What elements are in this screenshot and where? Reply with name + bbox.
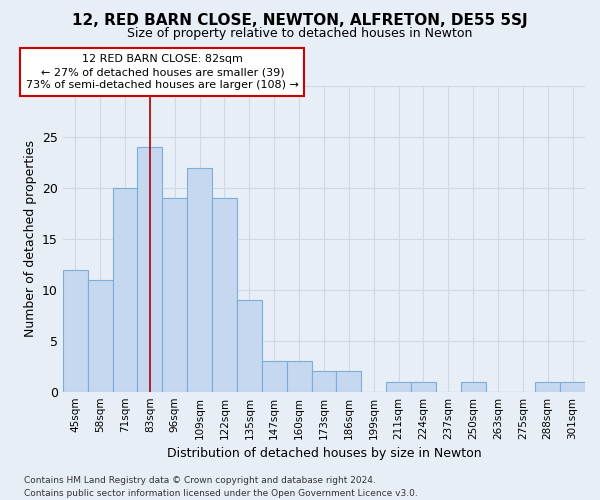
Bar bbox=[212, 198, 237, 392]
Bar bbox=[137, 148, 163, 392]
Bar bbox=[88, 280, 113, 392]
Bar bbox=[535, 382, 560, 392]
Bar bbox=[187, 168, 212, 392]
Bar bbox=[163, 198, 187, 392]
Bar bbox=[461, 382, 485, 392]
Text: 12, RED BARN CLOSE, NEWTON, ALFRETON, DE55 5SJ: 12, RED BARN CLOSE, NEWTON, ALFRETON, DE… bbox=[72, 12, 528, 28]
Bar bbox=[287, 361, 311, 392]
Text: 12 RED BARN CLOSE: 82sqm
← 27% of detached houses are smaller (39)
73% of semi-d: 12 RED BARN CLOSE: 82sqm ← 27% of detach… bbox=[26, 54, 299, 90]
Bar bbox=[337, 372, 361, 392]
Text: Contains HM Land Registry data © Crown copyright and database right 2024.
Contai: Contains HM Land Registry data © Crown c… bbox=[24, 476, 418, 498]
Bar bbox=[560, 382, 585, 392]
Bar bbox=[113, 188, 137, 392]
Bar bbox=[311, 372, 337, 392]
Y-axis label: Number of detached properties: Number of detached properties bbox=[23, 140, 37, 338]
Bar bbox=[411, 382, 436, 392]
Text: Size of property relative to detached houses in Newton: Size of property relative to detached ho… bbox=[127, 28, 473, 40]
Bar bbox=[386, 382, 411, 392]
X-axis label: Distribution of detached houses by size in Newton: Distribution of detached houses by size … bbox=[167, 447, 481, 460]
Bar bbox=[262, 361, 287, 392]
Bar bbox=[237, 300, 262, 392]
Bar bbox=[63, 270, 88, 392]
